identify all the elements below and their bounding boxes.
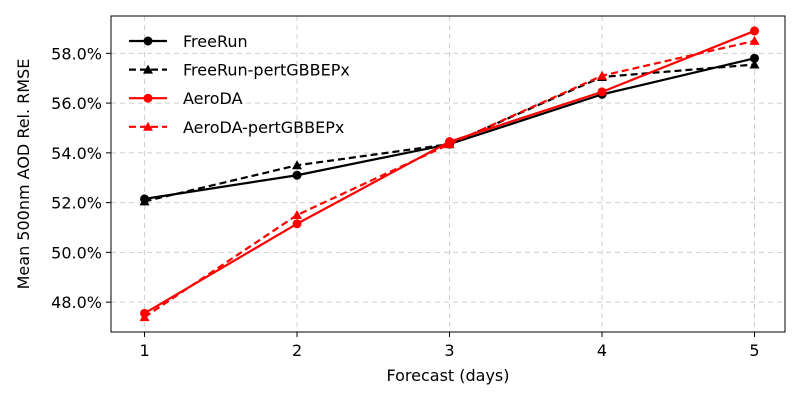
y-tick-label: 50.0%: [51, 243, 102, 262]
x-tick-label: 4: [597, 341, 607, 360]
legend-label: FreeRun: [183, 32, 248, 51]
y-tick-label: 52.0%: [51, 194, 102, 213]
legend-entry: AeroDA-pertGBBEPx: [129, 118, 344, 137]
series-line: [143, 39, 755, 318]
plot-frame: [110, 15, 786, 333]
legend-label: FreeRun-pertGBBEPx: [183, 61, 350, 80]
x-axis: 1 2 3 4 5: [139, 332, 760, 360]
data-point: [597, 87, 607, 97]
x-tick-label: 5: [749, 341, 759, 360]
legend-marker: [143, 121, 153, 131]
data-point: [292, 219, 302, 229]
series-layer: [139, 26, 760, 322]
data-point: [444, 139, 455, 149]
data-point: [292, 170, 302, 180]
data-point: [139, 312, 150, 322]
grid: [111, 16, 785, 332]
series-3: [139, 35, 760, 322]
data-point: [292, 160, 303, 170]
x-axis-label: Forecast (days): [386, 366, 509, 385]
x-tick-label: 2: [292, 341, 302, 360]
legend-marker: [143, 36, 153, 46]
data-point: [749, 35, 760, 45]
data-point: [139, 196, 150, 206]
y-tick-label: 48.0%: [51, 293, 102, 312]
legend-label: AeroDA-pertGBBEPx: [183, 118, 344, 137]
y-axis-label: Mean 500nm AOD Rel. RMSE: [14, 59, 33, 290]
data-point: [749, 59, 760, 69]
data-point: [750, 53, 760, 63]
legend-marker: [143, 64, 153, 74]
data-point: [597, 70, 608, 80]
data-point: [750, 26, 760, 36]
y-axis: 48.0% 50.0% 52.0% 54.0% 56.0% 58.0%: [51, 44, 111, 312]
data-point: [292, 210, 303, 220]
legend: FreeRun FreeRun-pertGBBEPx AeroDA AeroDA-pe…: [129, 32, 350, 137]
y-tick-label: 54.0%: [51, 144, 102, 163]
x-tick-label: 1: [139, 341, 149, 360]
legend-entry: FreeRun-pertGBBEPx: [129, 61, 350, 80]
y-tick-label: 56.0%: [51, 94, 102, 113]
legend-label: AeroDA: [183, 89, 243, 108]
legend-entry: AeroDA: [129, 89, 243, 108]
y-tick-label: 58.0%: [51, 44, 102, 63]
legend-entry: FreeRun: [129, 32, 248, 51]
x-tick-label: 3: [444, 341, 454, 360]
legend-marker: [143, 93, 153, 103]
